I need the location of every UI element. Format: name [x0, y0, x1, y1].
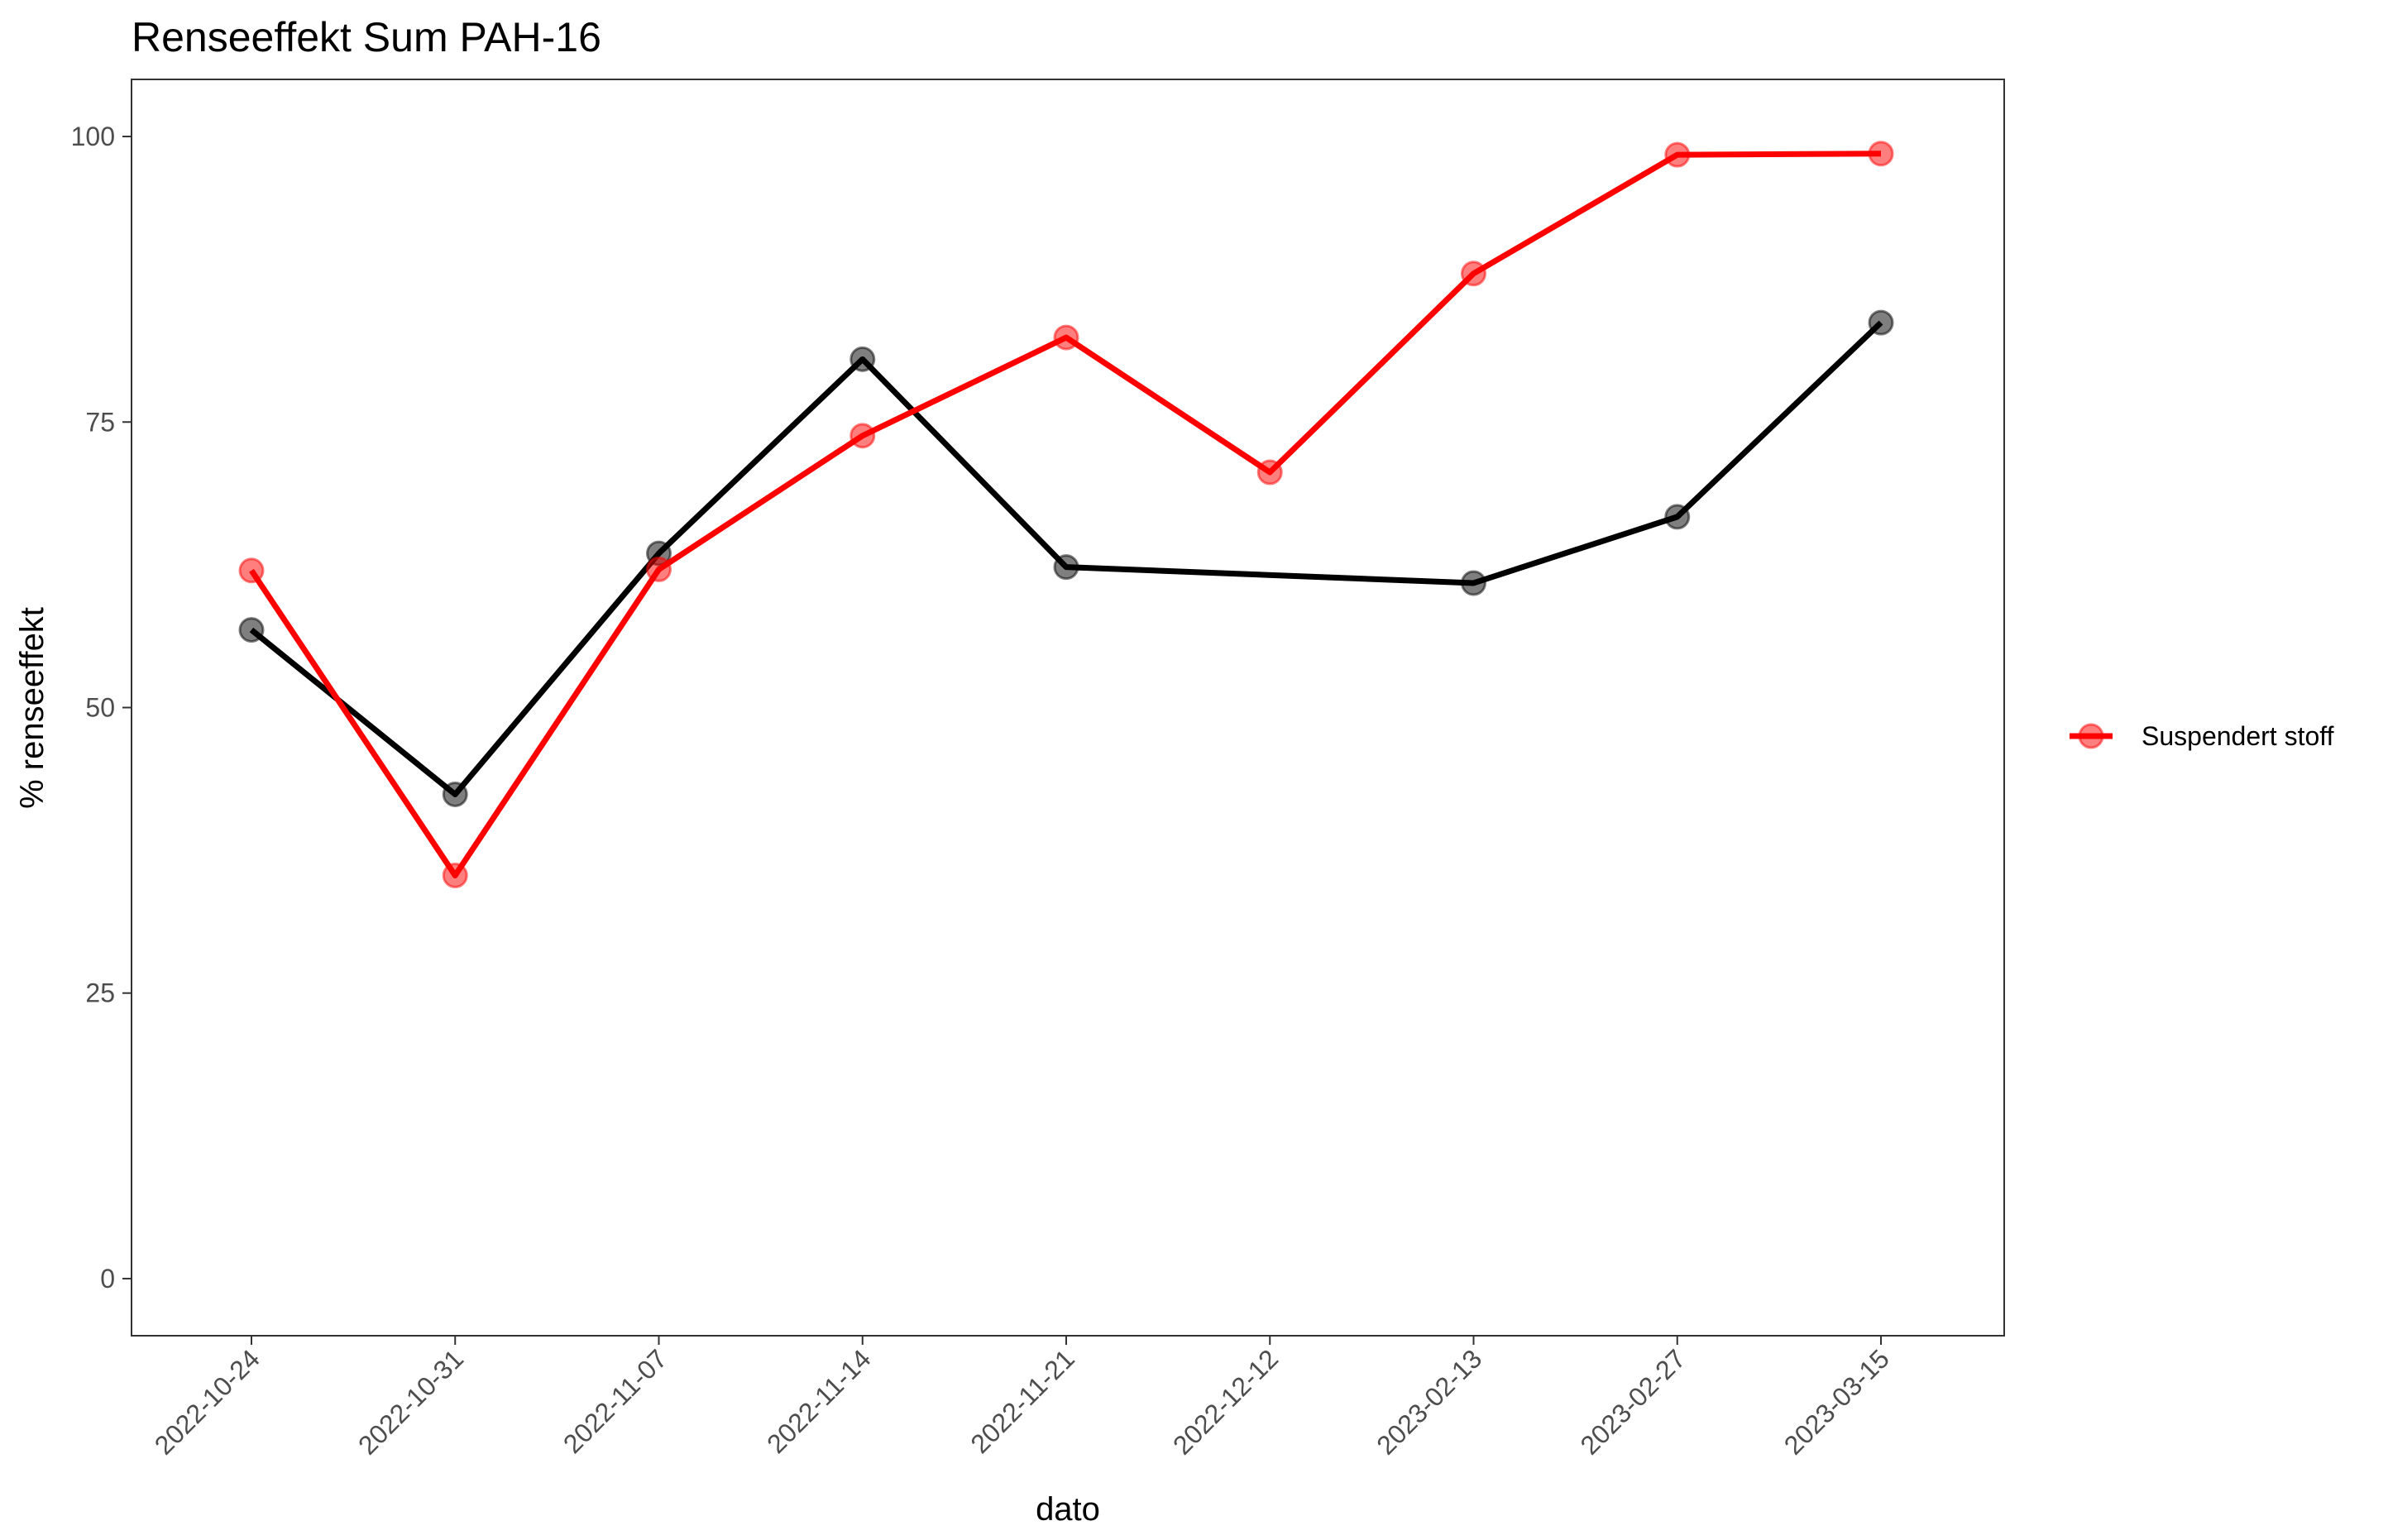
data-point: [849, 346, 876, 372]
data-point: [1053, 554, 1079, 581]
y-axis-title: % renseeffekt: [14, 607, 50, 809]
data-point: [442, 862, 468, 888]
legend-key-marker: [2078, 723, 2104, 749]
data-point: [646, 556, 672, 582]
x-tick-label: 2022-11-21: [964, 1343, 1080, 1459]
data-point: [1461, 570, 1486, 596]
data-point: [1664, 504, 1691, 530]
x-tick-label: 2023-02-27: [1574, 1343, 1691, 1460]
legend: Suspendert stoff: [2070, 721, 2334, 751]
y-tick-label: 75: [85, 407, 115, 437]
y-tick-label: 25: [85, 978, 115, 1008]
data-point: [1868, 141, 1894, 167]
data-point: [849, 423, 876, 449]
x-tick-label: 2022-12-12: [1167, 1343, 1284, 1460]
data-point: [1053, 324, 1079, 351]
plot-panel: [131, 79, 2005, 1337]
y-axis: 0 25 50 75 100: [71, 122, 132, 1294]
x-tick-label: 2022-10-31: [352, 1343, 469, 1460]
data-point: [238, 557, 265, 584]
data-point: [1664, 141, 1691, 168]
x-axis: 2022-10-24 2022-10-31 2022-11-07 2022-11-14…: [149, 1336, 1895, 1461]
x-axis-title: dato: [1036, 1491, 1100, 1528]
data-point: [238, 617, 265, 643]
data-point: [442, 781, 468, 807]
x-tick-label: 2023-03-15: [1778, 1343, 1895, 1460]
y-tick-label: 100: [71, 122, 115, 151]
data-point: [1256, 459, 1283, 485]
legend-label: Suspendert stoff: [2142, 721, 2334, 751]
series-layer: [238, 141, 1894, 888]
data-point: [1461, 261, 1486, 287]
data-point: [1868, 309, 1894, 336]
series-1: [238, 309, 1894, 807]
y-tick-label: 50: [85, 693, 115, 723]
x-tick-label: 2023-02-13: [1371, 1343, 1487, 1460]
x-tick-label: 2022-11-14: [761, 1343, 877, 1459]
series-line: [249, 151, 1882, 878]
series-0: [238, 141, 1894, 888]
chart-title: Renseeffekt Sum PAH-16: [132, 14, 601, 60]
y-tick-label: 0: [100, 1264, 115, 1294]
series-line: [249, 320, 1883, 797]
x-tick-label: 2022-10-24: [149, 1343, 266, 1460]
x-tick-label: 2022-11-07: [558, 1343, 673, 1459]
